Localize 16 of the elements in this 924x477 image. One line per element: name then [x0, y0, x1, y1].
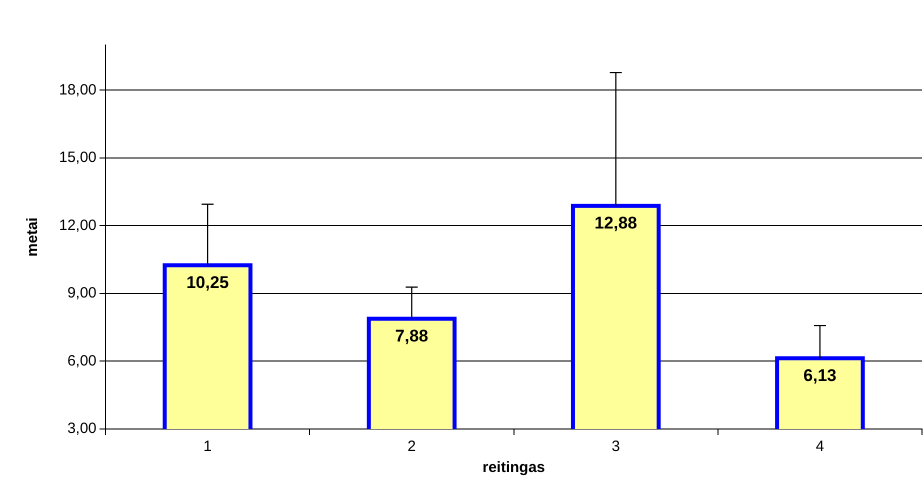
y-tick-label: 6,00	[67, 352, 97, 370]
data-label: 6,13	[803, 366, 836, 385]
y-tick-label: 18,00	[58, 81, 97, 98]
data-label: 10,25	[186, 272, 229, 292]
x-tick-label: 1	[203, 438, 212, 456]
y-tick-label: 9,00	[67, 284, 97, 302]
x-axis-title: reitingas	[482, 459, 546, 476]
y-axis-title: metai	[24, 217, 42, 257]
x-tick-label: 2	[408, 438, 416, 456]
data-label: 12,88	[594, 214, 638, 233]
y-tick-label: 12,00	[58, 216, 97, 234]
x-tick-label: 3	[612, 438, 620, 456]
y-tick-label: 3,00	[67, 420, 97, 438]
x-tick-label: 4	[816, 438, 824, 456]
y-tick-label: 15,00	[58, 149, 97, 166]
data-label: 7,88	[395, 326, 428, 346]
